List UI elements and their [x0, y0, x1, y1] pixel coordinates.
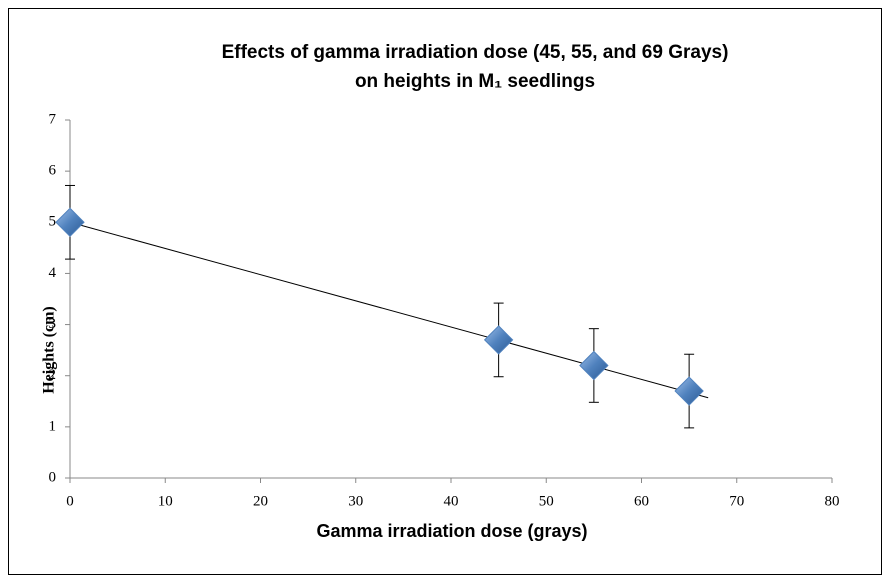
- x-tick-label: 0: [66, 493, 74, 509]
- chart-title: on heights in M₁ seedlings: [355, 71, 595, 92]
- y-tick-label: 2: [49, 367, 57, 383]
- x-tick-label: 70: [729, 493, 744, 509]
- x-tick-label: 60: [634, 493, 649, 509]
- marker: [55, 207, 85, 237]
- marker: [483, 325, 514, 355]
- y-tick-label: 7: [49, 111, 57, 127]
- x-axis-label: Gamma irradiation dose (grays): [316, 521, 587, 541]
- y-tick-label: 6: [49, 163, 57, 179]
- y-tick-label: 3: [49, 316, 57, 332]
- x-tick-label: 30: [348, 493, 363, 509]
- x-tick-label: 50: [539, 493, 554, 509]
- x-tick-label: 20: [253, 493, 268, 509]
- marker: [579, 350, 609, 381]
- chart-title: Effects of gamma irradiation dose (45, 5…: [222, 42, 729, 63]
- y-axis-label: Heights (cm): [41, 306, 58, 394]
- y-tick-label: 0: [49, 469, 57, 485]
- x-tick-label: 80: [825, 493, 840, 509]
- y-tick-label: 5: [49, 214, 57, 230]
- y-tick-label: 1: [49, 418, 57, 434]
- y-tick-label: 4: [49, 265, 57, 281]
- marker: [674, 376, 704, 406]
- x-tick-label: 40: [444, 493, 459, 509]
- chart-frame: [8, 8, 882, 575]
- x-tick-label: 10: [158, 493, 173, 509]
